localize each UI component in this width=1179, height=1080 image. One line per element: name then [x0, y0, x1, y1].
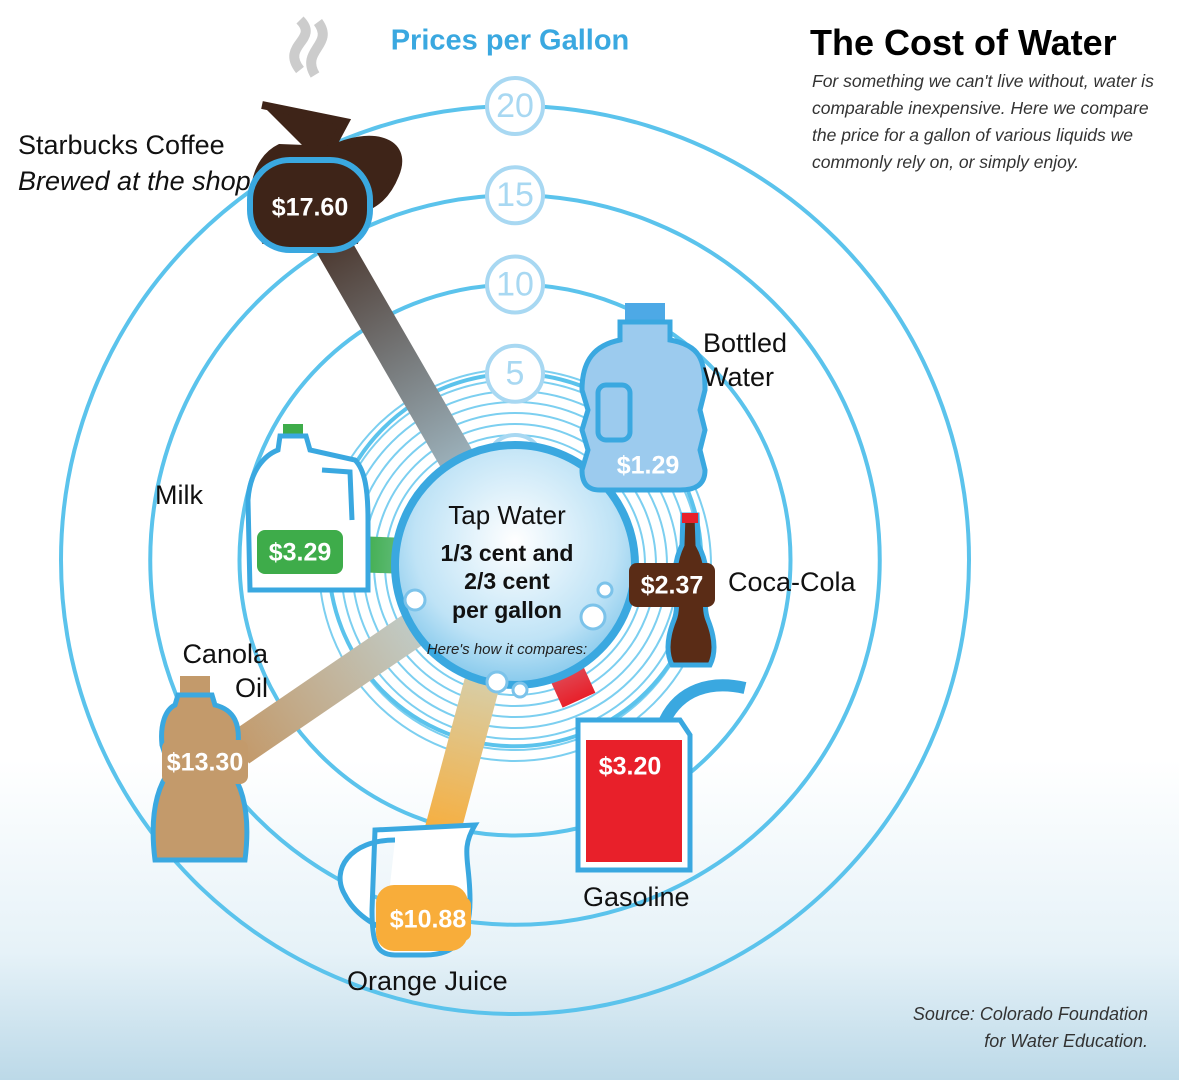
item-name: Canola Oil — [182, 639, 268, 703]
icon-handle — [595, 382, 633, 443]
item-name: Milk — [155, 480, 203, 510]
icon-spout — [659, 679, 747, 723]
price-label: $13.30 — [167, 749, 243, 777]
item-name: Gasoline — [583, 882, 690, 912]
icons: $17.60 $1.29 $2.37 $3.20 $10.88 $13.30 $3.29 — [150, 16, 747, 958]
bubble — [596, 581, 614, 599]
center-title: Tap Water — [448, 500, 566, 530]
bubble — [403, 588, 427, 612]
tick-label: 20 — [496, 87, 534, 125]
price-badge — [385, 897, 471, 941]
icon-steam — [289, 16, 328, 78]
bubble — [485, 670, 509, 694]
center-line: 1/3 cent and — [441, 540, 574, 566]
icon-cap — [625, 303, 665, 323]
item-name: Coca-Cola — [728, 567, 856, 597]
item-subtitle: Brewed at the shop — [18, 166, 251, 196]
header-title: The Cost of Water — [810, 22, 1117, 63]
center-line: per gallon — [452, 597, 562, 623]
bubble — [579, 603, 607, 631]
price-badge — [257, 530, 343, 574]
tick-badge — [485, 76, 545, 136]
center-disc: Tap Water 1/3 cent and 2/3 cent per gall… — [391, 441, 639, 699]
price-label: $3.20 — [599, 753, 662, 781]
source: Source: Colorado Foundation — [913, 1004, 1148, 1024]
tick-label: 15 — [496, 176, 534, 214]
tick-badge — [485, 165, 545, 226]
tick-label: 5 — [506, 355, 525, 393]
item-name: Starbucks Coffee — [18, 130, 225, 160]
price-badge — [162, 740, 248, 784]
chart-title: Prices per Gallon — [391, 25, 630, 57]
bubble — [511, 681, 529, 699]
price-badge — [267, 185, 353, 229]
price-badge — [605, 443, 691, 487]
price-label: $17.60 — [272, 194, 348, 222]
tick-badge — [485, 343, 545, 404]
price-label: $2.37 — [641, 572, 704, 600]
price-label: $10.88 — [390, 906, 467, 934]
icon-cap — [283, 424, 303, 436]
source: for Water Education. — [984, 1031, 1148, 1051]
price-label: $3.29 — [269, 539, 332, 567]
center-line: 2/3 cent — [464, 568, 550, 594]
tick-label: 10 — [496, 265, 534, 303]
price-badge — [629, 563, 715, 607]
header-description: For something we can't live without, wat… — [812, 71, 1154, 172]
icon-handle — [321, 467, 355, 521]
price-badge — [587, 744, 673, 788]
icon-cap — [682, 513, 698, 523]
item-name: Bottled Water — [703, 328, 788, 392]
center-note: Here's how it compares: — [427, 641, 587, 658]
icon-cap — [180, 676, 210, 694]
price-label: $1.29 — [617, 452, 680, 480]
item-name: Orange Juice — [347, 966, 508, 996]
tick-badge — [485, 254, 545, 315]
